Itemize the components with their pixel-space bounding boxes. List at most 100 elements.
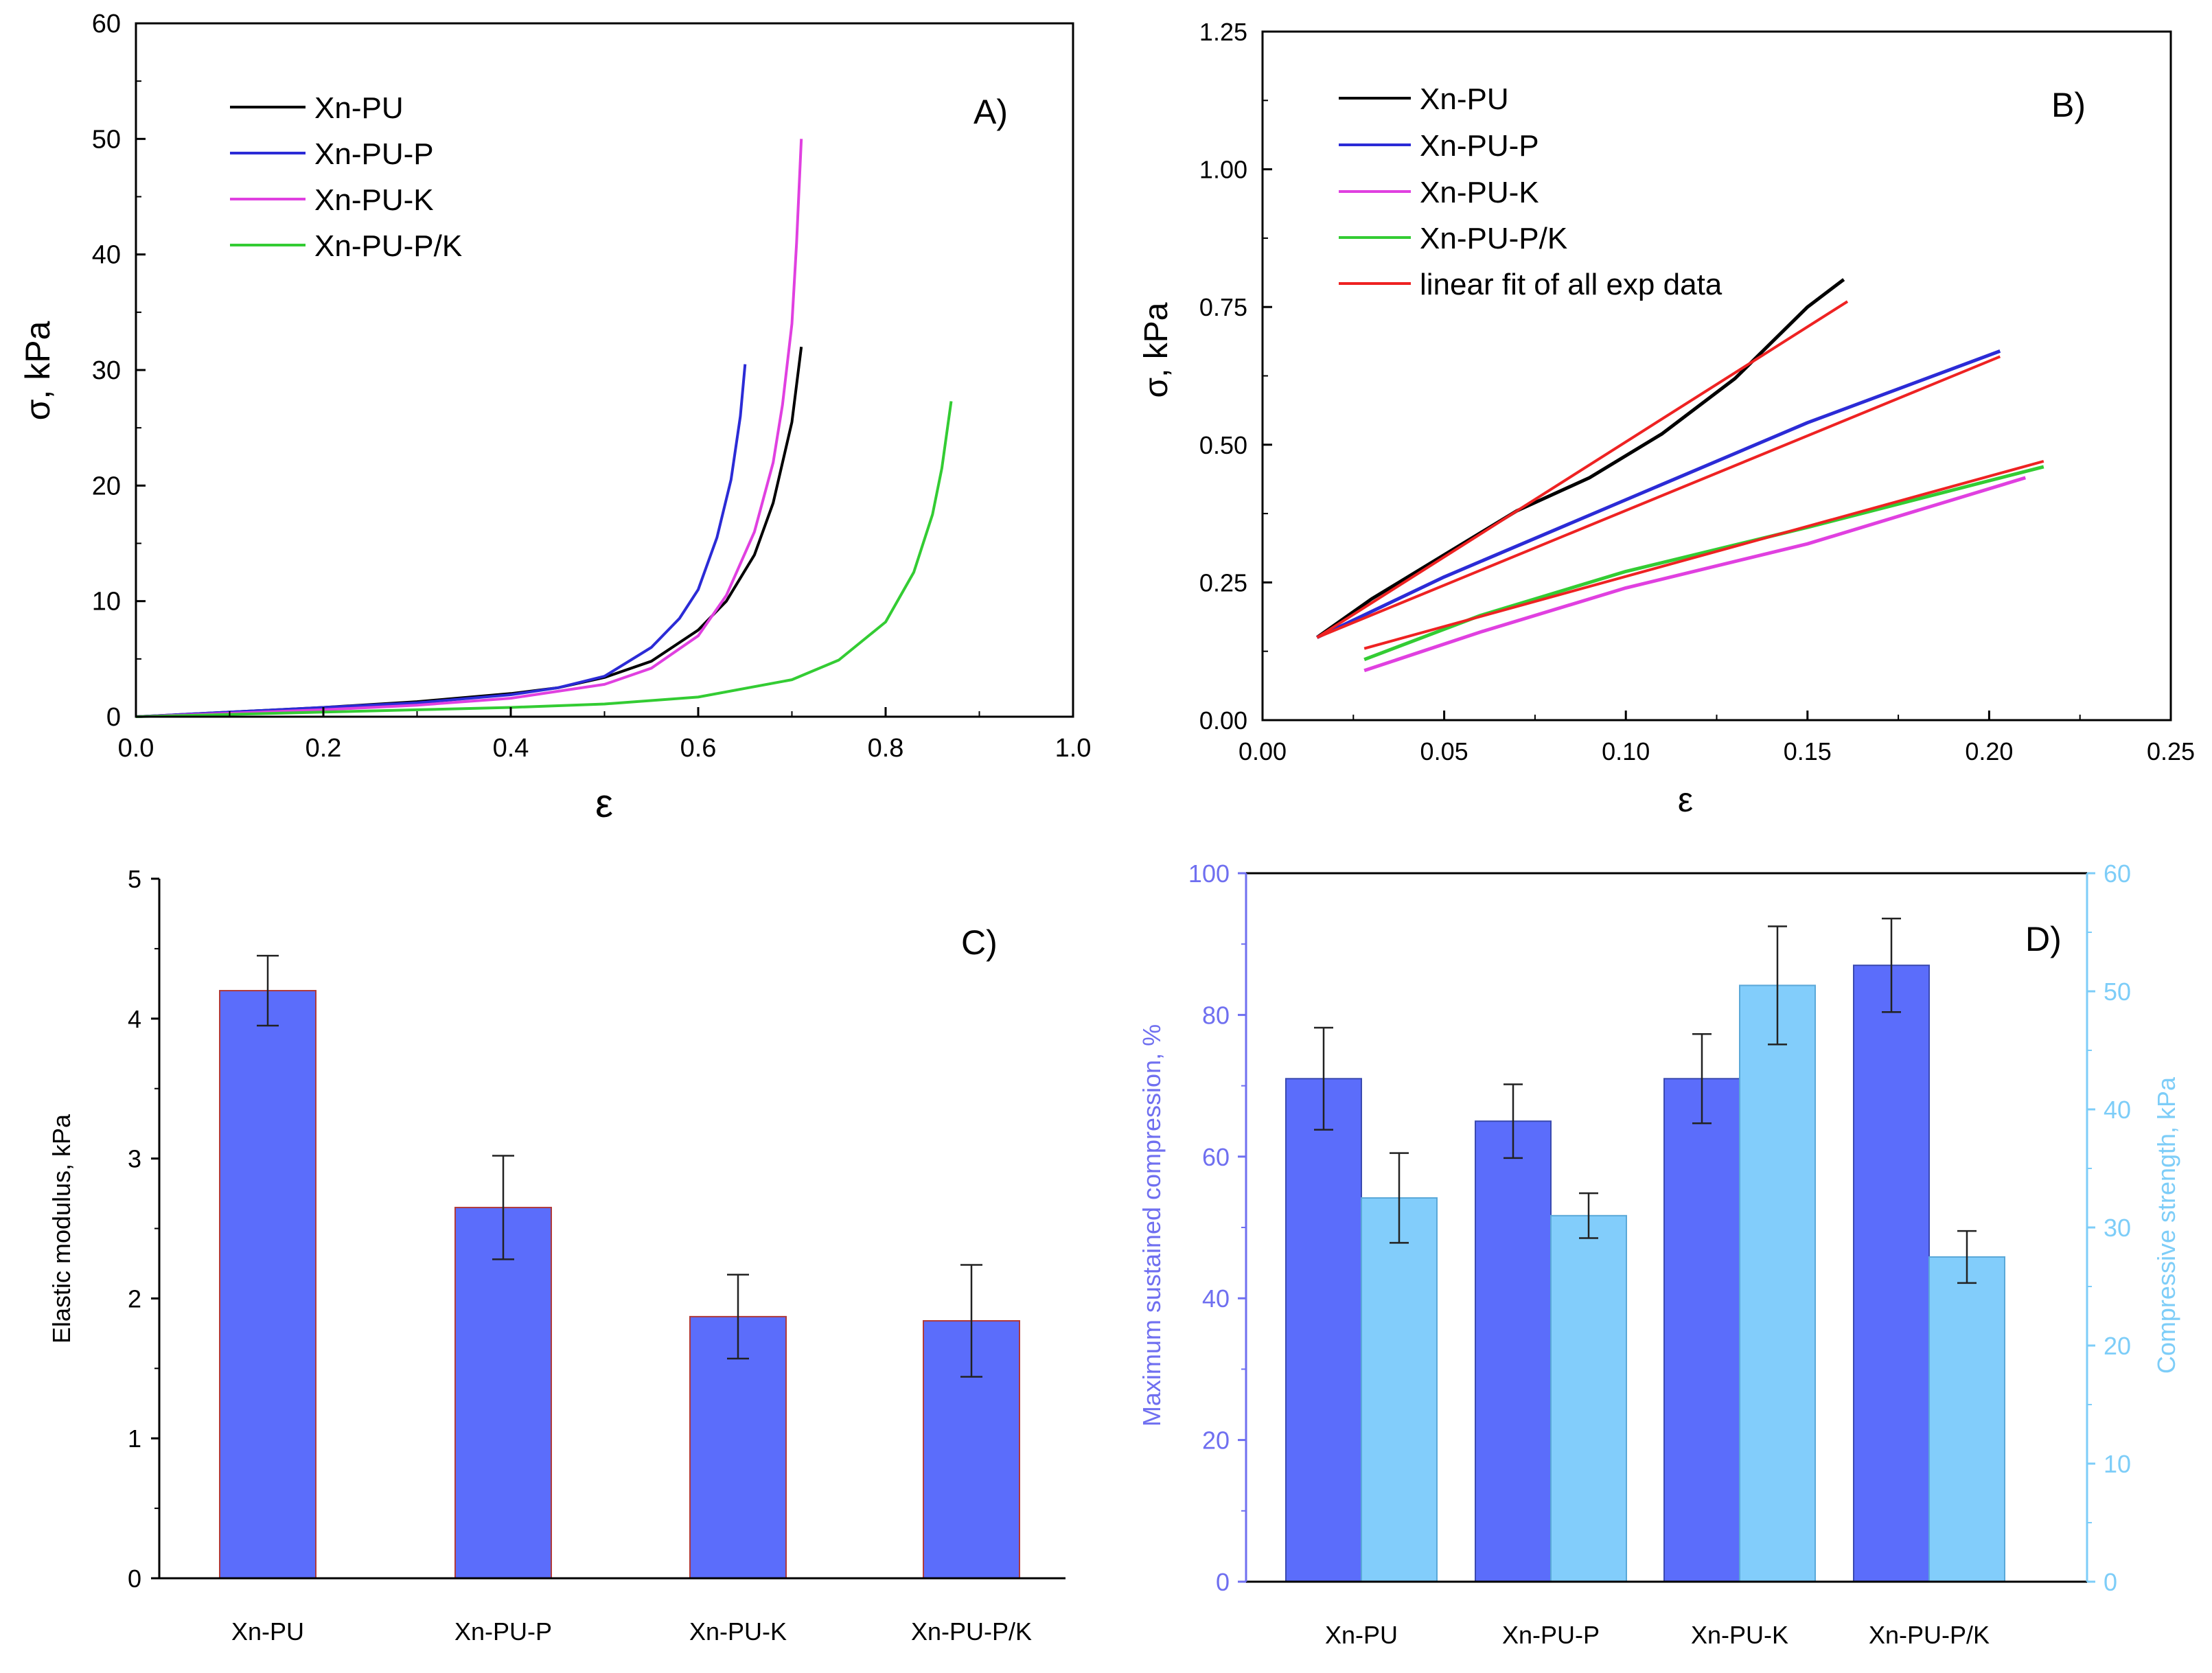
y-tick-label: 2 — [128, 1284, 141, 1313]
panel-b-y-axis-title: σ, kPa — [1138, 302, 1175, 397]
legend-label-xnpupk: Xn-PU-P/K — [314, 229, 462, 263]
y-tick-label: 10 — [92, 588, 121, 616]
left-y-tick-label: 80 — [1202, 1001, 1230, 1029]
bar-compression-xnpu — [1285, 1078, 1362, 1582]
panel-b-legend: Xn-PU Xn-PU-P Xn-PU-K Xn-PU-P/K linear f… — [1339, 82, 1723, 301]
series-line-xnpup — [135, 364, 747, 718]
y-tick-label: 5 — [128, 865, 141, 893]
panel-c-chart: Xn-PU Xn-PU-P Xn-PU-K Xn-PU-P/K 0 1 2 3 4 5 C) El… — [47, 865, 1065, 1646]
category-label: Xn-PU-K — [689, 1617, 787, 1646]
bar-xnpuk — [689, 1315, 787, 1580]
panel-d-label: D) — [2025, 920, 2062, 958]
left-y-tick-label: 40 — [1202, 1284, 1230, 1313]
category-label: Xn-PU-P — [1502, 1621, 1600, 1649]
x-tick-label: 1.0 — [1055, 734, 1092, 763]
series-line-xnpu — [1315, 278, 1845, 639]
legend-label-xnpuk: Xn-PU-K — [314, 183, 434, 217]
panel-b-label: B) — [2051, 86, 2086, 124]
panel-c-label: C) — [961, 923, 998, 962]
x-tick-label: 0.8 — [868, 734, 904, 763]
y-tick-label: 3 — [128, 1145, 141, 1173]
panel-d-left-axis-title: Maximum sustained compression, % — [1138, 1024, 1166, 1427]
right-y-tick-label: 0 — [2104, 1568, 2117, 1596]
fit-line — [1316, 300, 1849, 639]
y-tick-label: 40 — [92, 241, 121, 270]
y-tick-label: 0.50 — [1199, 431, 1247, 459]
right-y-tick-label: 10 — [2104, 1450, 2131, 1478]
panel-d-chart: Xn-PU Xn-PU-P Xn-PU-K Xn-PU-P/K020406080100… — [1138, 859, 2180, 1649]
bar-xnpu — [219, 990, 316, 1580]
legend-label-xnpup: Xn-PU-P — [314, 137, 434, 171]
series-line-xnpupk — [135, 401, 953, 718]
panel-b-x-axis-title: ε — [1678, 781, 1693, 819]
left-y-tick-label: 60 — [1202, 1143, 1230, 1171]
legend-label-xnpupk: Xn-PU-P/K — [1420, 222, 1567, 255]
x-tick-label: 0.15 — [1784, 737, 1832, 765]
x-tick-label: 0.20 — [1965, 737, 2013, 765]
legend-label-fit: linear fit of all exp data — [1420, 268, 1723, 301]
bar-xnpup — [454, 1206, 552, 1580]
y-tick-label: 0 — [106, 703, 121, 732]
category-label: Xn-PU — [1325, 1621, 1398, 1649]
left-y-tick-label: 100 — [1188, 859, 1230, 888]
category-label: Xn-PU-P — [454, 1617, 552, 1646]
x-tick-label: 0.4 — [493, 734, 529, 763]
x-tick-label: 0.25 — [2147, 737, 2195, 765]
y-tick-label: 30 — [92, 356, 121, 385]
left-y-tick-label: 0 — [1216, 1568, 1230, 1596]
y-tick-label: 1.25 — [1199, 18, 1247, 46]
y-tick-label: 0.25 — [1199, 568, 1247, 597]
panel-b-chart: 0.00 0.05 0.10 0.15 0.20 0.25 0.00 0.25 0.50 0.75… — [1138, 18, 2195, 819]
panel-c-y-axis-title: Elastic modulus, kPa — [47, 1114, 76, 1343]
panel-a-x-axis-title: ε — [595, 781, 613, 826]
bar-strength-xnpu — [1361, 1197, 1438, 1582]
y-tick-label: 0.75 — [1199, 293, 1247, 321]
x-tick-label: 0.05 — [1420, 737, 1468, 765]
category-label: Xn-PU-K — [1691, 1621, 1788, 1649]
legend-label-xnpuk: Xn-PU-K — [1420, 176, 1539, 209]
bar-compression-xnpuk — [1663, 1078, 1740, 1582]
category-label: Xn-PU — [231, 1617, 304, 1646]
x-tick-label: 0.0 — [118, 734, 154, 763]
legend-label-xnpu: Xn-PU — [314, 91, 404, 125]
right-y-tick-label: 40 — [2104, 1096, 2131, 1124]
y-tick-label: 60 — [92, 10, 121, 38]
y-tick-label: 50 — [92, 125, 121, 154]
bar-compression-xnpupk — [1853, 965, 1930, 1583]
y-tick-label: 0 — [128, 1565, 141, 1593]
bar-strength-xnpup — [1550, 1214, 1627, 1583]
bar-strength-xnpuk — [1739, 984, 1816, 1582]
series-line-xnpuk — [1363, 476, 2027, 673]
y-tick-label: 1.00 — [1199, 156, 1247, 184]
panel-d-right-axis-title: Compressive strength, kPa — [2152, 1076, 2180, 1374]
right-y-tick-label: 50 — [2104, 978, 2131, 1006]
legend-label-xnpup: Xn-PU-P — [1420, 129, 1539, 163]
x-tick-label: 0.10 — [1602, 737, 1650, 765]
left-y-tick-label: 20 — [1202, 1427, 1230, 1455]
x-tick-label: 0.2 — [306, 734, 342, 763]
right-y-tick-label: 30 — [2104, 1214, 2131, 1242]
series-line-xnpup — [1316, 349, 2001, 639]
panel-a-y-axis-title: σ, kPa — [19, 321, 57, 420]
right-y-tick-label: 60 — [2104, 859, 2131, 888]
y-tick-label: 4 — [128, 1005, 141, 1033]
x-tick-label: 0.00 — [1239, 737, 1287, 765]
legend-label-xnpu: Xn-PU — [1420, 82, 1509, 116]
y-tick-label: 0.00 — [1199, 706, 1247, 735]
fit-line — [1316, 355, 2001, 639]
x-tick-label: 0.6 — [680, 734, 717, 763]
bar-strength-xnpupk — [1928, 1256, 2005, 1582]
y-tick-label: 20 — [92, 472, 121, 500]
bar-compression-xnpup — [1475, 1120, 1552, 1582]
right-y-tick-label: 20 — [2104, 1332, 2131, 1360]
series-line-xnpuk — [135, 139, 803, 718]
category-label: Xn-PU-P/K — [911, 1617, 1032, 1646]
y-tick-label: 1 — [128, 1424, 141, 1453]
panel-a-legend: Xn-PU Xn-PU-P Xn-PU-K Xn-PU-P/K — [230, 91, 462, 263]
fit-line — [1363, 459, 2044, 650]
panel-a-label: A) — [973, 93, 1008, 131]
series-line-xnpupk — [1363, 465, 2044, 662]
category-label: Xn-PU-P/K — [1869, 1621, 1990, 1649]
panel-a-chart: 0.0 0.2 0.4 0.6 0.8 1.0 0 10 20 30 40 50 60 A) ε σ, … — [19, 10, 1091, 826]
